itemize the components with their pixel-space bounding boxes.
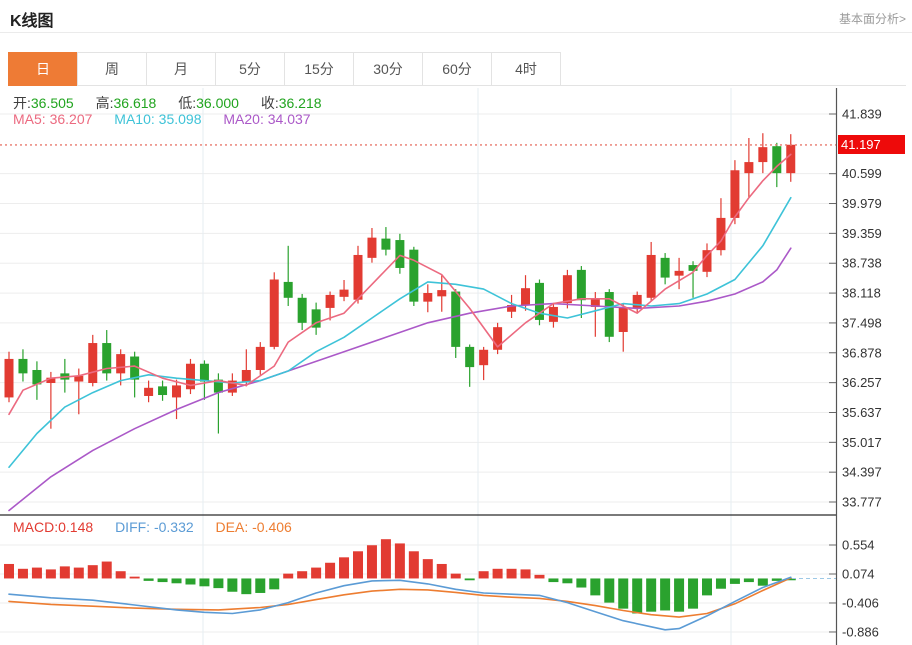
- tab-15min[interactable]: 15分: [284, 52, 354, 86]
- svg-text:40.599: 40.599: [842, 166, 882, 181]
- svg-text:-0.406: -0.406: [842, 595, 879, 610]
- svg-text:39.979: 39.979: [842, 196, 882, 211]
- fundamental-analysis-link[interactable]: 基本面分析>: [838, 12, 906, 26]
- interval-tabbar: 日 周 月 5分 15分 30分 60分 4时: [8, 52, 906, 86]
- kline-chart-canvas: 41.839 40.599 39.979 39.359 38.738 38.118 37.4…: [0, 88, 882, 645]
- svg-text:38.738: 38.738: [842, 256, 882, 271]
- svg-text:36.257: 36.257: [842, 375, 882, 390]
- tab-day[interactable]: 日: [8, 52, 78, 86]
- svg-text:35.017: 35.017: [842, 435, 882, 450]
- current-price-tag: 41.197: [838, 135, 905, 155]
- page-title: K线图: [10, 13, 54, 30]
- svg-text:41.839: 41.839: [842, 107, 882, 122]
- svg-text:35.637: 35.637: [842, 405, 882, 420]
- chart-area[interactable]: 41.839 40.599 39.979 39.359 38.738 38.118 37.4…: [0, 88, 912, 645]
- tab-4hour[interactable]: 4时: [491, 52, 561, 86]
- tab-month[interactable]: 月: [146, 52, 216, 86]
- tab-5min[interactable]: 5分: [215, 52, 285, 86]
- svg-text:38.118: 38.118: [842, 286, 881, 301]
- tab-60min[interactable]: 60分: [422, 52, 492, 86]
- svg-text:39.359: 39.359: [842, 226, 882, 241]
- page-header: K线图 基本面分析>: [0, 0, 912, 33]
- svg-text:0.554: 0.554: [842, 538, 875, 553]
- tab-week[interactable]: 周: [77, 52, 147, 86]
- svg-text:36.878: 36.878: [842, 345, 882, 360]
- svg-text:34.397: 34.397: [842, 465, 882, 480]
- tab-30min[interactable]: 30分: [353, 52, 423, 86]
- svg-text:-0.886: -0.886: [842, 624, 879, 639]
- svg-text:0.074: 0.074: [842, 566, 875, 581]
- svg-text:37.498: 37.498: [842, 315, 882, 330]
- svg-text:33.777: 33.777: [842, 495, 882, 510]
